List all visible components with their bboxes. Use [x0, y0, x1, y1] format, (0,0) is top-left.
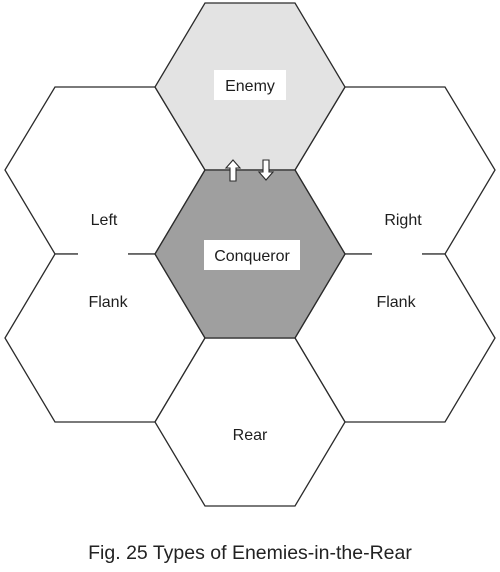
- conqueror-label: Conqueror: [214, 248, 290, 265]
- down-arrow-icon: [257, 159, 275, 181]
- right-flank-label: Flank: [376, 294, 416, 311]
- right-label: Right: [384, 212, 422, 229]
- left-label: Left: [91, 212, 118, 229]
- enemy-label: Enemy: [225, 78, 275, 95]
- figure-caption: Fig. 25 Types of Enemies-in-the-Rear: [88, 542, 412, 564]
- right-flank-gap: [372, 250, 422, 258]
- up-arrow-icon: [224, 159, 242, 182]
- conqueror-label-box: [204, 240, 300, 270]
- left-flank-label: Flank: [88, 294, 128, 311]
- enemy-label-box: [214, 70, 286, 100]
- rear-label: Rear: [233, 427, 268, 444]
- left-flank-gap: [78, 250, 128, 258]
